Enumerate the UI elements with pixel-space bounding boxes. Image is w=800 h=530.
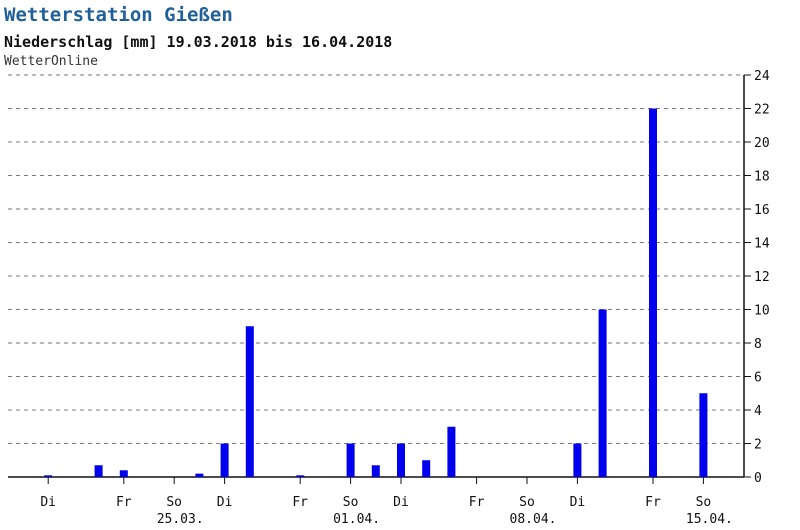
weekday-label: Di [40, 495, 56, 510]
bar [245, 326, 254, 477]
weekday-label: So [343, 495, 359, 510]
y-tick-label: 10 [754, 304, 770, 319]
bar [119, 470, 128, 477]
weekday-label: Fr [645, 495, 661, 510]
bar [573, 443, 582, 477]
date-label: 01.04. [333, 512, 380, 527]
bar [422, 460, 431, 477]
weekday-label: Di [570, 495, 586, 510]
bar [598, 309, 607, 477]
y-tick-label: 16 [754, 203, 770, 218]
weekday-label: Fr [116, 495, 132, 510]
y-tick-label: 12 [754, 270, 770, 285]
chart-title: Wetterstation Gießen [4, 4, 233, 26]
bar [699, 393, 708, 477]
bar [346, 443, 355, 477]
y-tick-label: 24 [754, 69, 770, 84]
bar [371, 465, 380, 477]
date-label: 25.03. [157, 512, 204, 527]
weekday-label: Fr [292, 495, 308, 510]
weekday-label: So [696, 495, 712, 510]
y-tick-label: 22 [754, 103, 770, 118]
y-tick-label: 8 [754, 337, 762, 352]
bar [447, 426, 456, 477]
weekday-label: Di [393, 495, 409, 510]
weekday-label: So [166, 495, 182, 510]
y-tick-label: 4 [754, 404, 762, 419]
bar [397, 443, 405, 477]
chart-source: WetterOnline [4, 54, 98, 69]
bar [44, 475, 53, 477]
chart-subtitle: Niederschlag [mm] 19.03.2018 bis 16.04.2… [4, 33, 393, 51]
weekday-label: Di [217, 495, 233, 510]
y-tick-label: 14 [754, 237, 770, 252]
date-label: 08.04. [510, 512, 557, 527]
bar [94, 465, 103, 477]
bar [649, 108, 657, 477]
y-tick-label: 18 [754, 170, 770, 185]
weekday-label: So [519, 495, 535, 510]
bar [220, 443, 229, 477]
date-label: 15.04. [686, 512, 733, 527]
y-tick-label: 0 [754, 471, 762, 486]
bar [296, 475, 305, 477]
y-tick-label: 2 [754, 438, 762, 453]
bar [195, 473, 204, 477]
y-tick-label: 20 [754, 136, 770, 151]
weekday-label: Fr [469, 495, 485, 510]
y-tick-label: 6 [754, 371, 762, 386]
